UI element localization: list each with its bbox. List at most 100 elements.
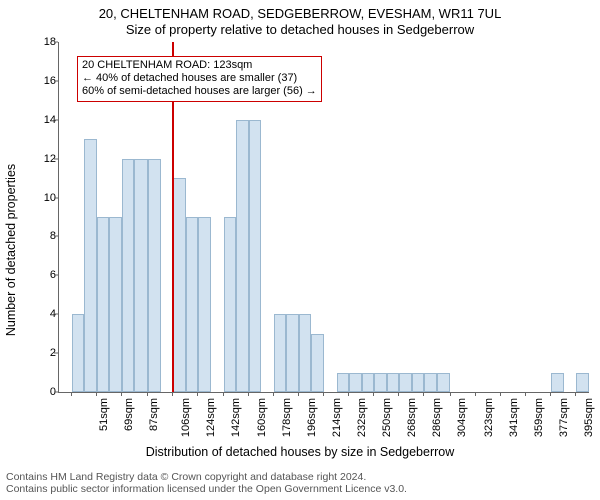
x-axis-label: Distribution of detached houses by size … (0, 445, 600, 459)
y-tick-label: 18 (0, 36, 56, 48)
histogram-bar (134, 159, 148, 392)
histogram-bar (349, 373, 362, 392)
x-tick-label: 323sqm (483, 398, 495, 437)
x-tick-label: 286sqm (431, 398, 443, 437)
histogram-bar (299, 314, 312, 392)
x-tick-label: 359sqm (533, 398, 545, 437)
x-tick-mark (273, 392, 274, 396)
histogram-bar (387, 373, 400, 392)
x-tick-label: 69sqm (123, 398, 135, 431)
histogram-bar (109, 217, 122, 392)
x-tick-label: 395sqm (583, 398, 595, 437)
x-tick-label: 304sqm (457, 398, 469, 437)
histogram-bar (249, 120, 262, 392)
x-tick-mark (550, 392, 551, 396)
chart-title-sub: Size of property relative to detached ho… (0, 22, 600, 37)
x-tick-label: 160sqm (256, 398, 268, 437)
histogram-bar (412, 373, 425, 392)
y-tick-label: 0 (0, 386, 56, 398)
y-tick-mark (54, 353, 58, 354)
y-tick-label: 16 (0, 75, 56, 87)
histogram-bar (374, 373, 387, 392)
histogram-bar (437, 373, 450, 392)
histogram-bar (399, 373, 412, 392)
annotation-line: 20 CHELTENHAM ROAD: 123sqm (82, 59, 317, 72)
x-tick-mark (96, 392, 97, 396)
x-tick-label: 87sqm (148, 398, 160, 431)
histogram-bar (97, 217, 110, 392)
x-tick-label: 142sqm (231, 398, 243, 437)
x-tick-label: 106sqm (180, 398, 192, 437)
histogram-bar (236, 120, 249, 392)
x-tick-mark (298, 392, 299, 396)
x-tick-label: 178sqm (281, 398, 293, 437)
y-tick-label: 6 (0, 269, 56, 281)
histogram-bar (551, 373, 564, 392)
property-annotation-box: 20 CHELTENHAM ROAD: 123sqm← 40% of detac… (77, 56, 322, 102)
y-tick-label: 10 (0, 192, 56, 204)
x-tick-mark (575, 392, 576, 396)
x-tick-label: 214sqm (331, 398, 343, 437)
x-tick-label: 196sqm (306, 398, 318, 437)
histogram-bar (84, 139, 97, 392)
x-tick-mark (348, 392, 349, 396)
plot-area: 20 CHELTENHAM ROAD: 123sqm← 40% of detac… (58, 42, 589, 393)
y-tick-mark (54, 80, 58, 81)
y-tick-label: 12 (0, 153, 56, 165)
x-tick-mark (147, 392, 148, 396)
x-tick-mark (423, 392, 424, 396)
x-tick-label: 268sqm (406, 398, 418, 437)
x-tick-mark (121, 392, 122, 396)
y-tick-mark (54, 392, 58, 393)
x-tick-mark (373, 392, 374, 396)
histogram-bar (274, 314, 287, 392)
chart-title-main: 20, CHELTENHAM ROAD, SEDGEBERROW, EVESHA… (0, 6, 600, 21)
x-tick-label: 124sqm (206, 398, 218, 437)
histogram-bar (173, 178, 186, 392)
attribution-footer: Contains HM Land Registry data © Crown c… (6, 471, 407, 496)
x-tick-label: 377sqm (558, 398, 570, 437)
x-tick-mark (248, 392, 249, 396)
x-tick-label: 232sqm (356, 398, 368, 437)
histogram-bar (198, 217, 211, 392)
histogram-bar (362, 373, 375, 392)
x-tick-mark (172, 392, 173, 396)
x-tick-mark (323, 392, 324, 396)
footer-line: Contains public sector information licen… (6, 483, 407, 496)
histogram-bar (286, 314, 299, 392)
x-tick-mark (475, 392, 476, 396)
x-tick-mark (500, 392, 501, 396)
histogram-bar (186, 217, 199, 392)
histogram-bar (337, 373, 350, 392)
y-tick-label: 2 (0, 347, 56, 359)
x-tick-label: 341sqm (508, 398, 520, 437)
histogram-bar (576, 373, 589, 392)
y-tick-mark (54, 158, 58, 159)
histogram-bar (148, 159, 161, 392)
histogram-bar (424, 373, 437, 392)
x-tick-mark (197, 392, 198, 396)
x-tick-label: 250sqm (381, 398, 393, 437)
footer-line: Contains HM Land Registry data © Crown c… (6, 471, 407, 484)
x-tick-label: 51sqm (98, 398, 110, 431)
x-tick-mark (450, 392, 451, 396)
y-tick-mark (54, 314, 58, 315)
y-tick-label: 8 (0, 230, 56, 242)
y-tick-mark (54, 236, 58, 237)
annotation-line: ← 40% of detached houses are smaller (37… (82, 72, 317, 85)
annotation-line: 60% of semi-detached houses are larger (… (82, 85, 317, 98)
x-tick-mark (223, 392, 224, 396)
x-tick-mark (71, 392, 72, 396)
x-tick-mark (525, 392, 526, 396)
y-tick-mark (54, 197, 58, 198)
y-tick-mark (54, 42, 58, 43)
y-tick-label: 4 (0, 308, 56, 320)
y-tick-label: 14 (0, 114, 56, 126)
histogram-bar (72, 314, 85, 392)
y-tick-mark (54, 119, 58, 120)
x-tick-mark (398, 392, 399, 396)
histogram-bar (311, 334, 324, 392)
histogram-bar (224, 217, 237, 392)
histogram-bar (122, 159, 135, 392)
y-tick-mark (54, 275, 58, 276)
